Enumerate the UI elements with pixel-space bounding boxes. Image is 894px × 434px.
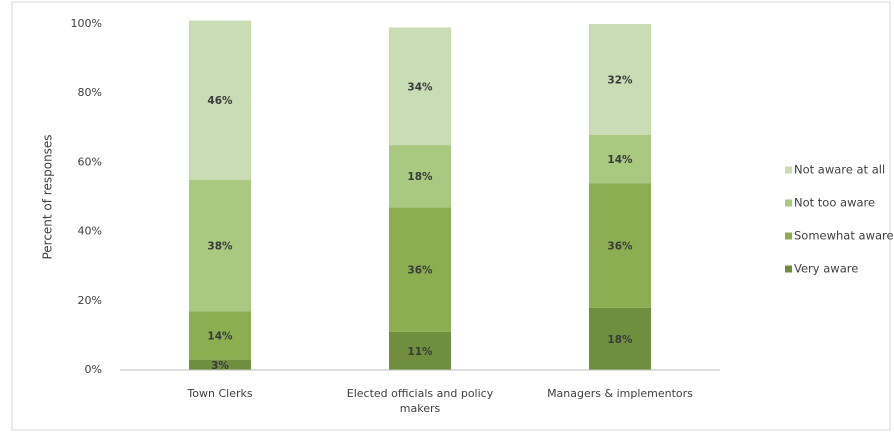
- bar-segment: [189, 359, 251, 370]
- bar-segment: [389, 145, 451, 208]
- data-label: 14%: [607, 154, 633, 166]
- y-tick-label: 60%: [78, 155, 102, 168]
- data-label: 11%: [407, 346, 433, 358]
- legend-label: Somewhat aware: [794, 229, 894, 243]
- legend-swatch: [785, 265, 792, 273]
- bar-segment: [589, 307, 651, 370]
- x-tick-label: Managers & implementors: [547, 387, 693, 400]
- y-tick-label: 100%: [71, 17, 102, 30]
- data-label: 3%: [211, 360, 229, 372]
- legend-swatch: [785, 232, 792, 240]
- data-label: 18%: [407, 171, 433, 183]
- bar-segment: [189, 179, 251, 312]
- bar-segment: [389, 207, 451, 332]
- y-tick-label: 80%: [78, 86, 102, 99]
- bar-segment: [589, 24, 651, 135]
- data-label: 32%: [607, 74, 633, 86]
- data-label: 38%: [207, 240, 233, 252]
- legend-swatch: [785, 166, 792, 174]
- x-tick-label: Elected officials and policy makers: [346, 387, 494, 415]
- y-axis-label: Percent of responses: [41, 134, 55, 259]
- legend-swatch: [785, 199, 792, 207]
- x-tick-label: Town Clerks: [187, 387, 253, 400]
- chart-border: [11, 1, 891, 431]
- data-label: 18%: [607, 334, 633, 346]
- bar-segment: [389, 331, 451, 370]
- legend-label: Very aware: [794, 262, 858, 276]
- legend-label: Not too aware: [794, 196, 875, 210]
- data-label: 36%: [607, 240, 633, 252]
- bar-segment: [389, 27, 451, 146]
- bar-segment: [589, 183, 651, 308]
- data-label: 14%: [207, 330, 233, 342]
- data-label: 36%: [407, 265, 433, 277]
- legend-label: Not aware at all: [794, 163, 885, 177]
- data-label: 34%: [407, 81, 433, 93]
- y-tick-label: 20%: [78, 294, 102, 307]
- bar-segment: [189, 311, 251, 360]
- y-tick-label: 0%: [85, 363, 102, 376]
- data-label: 46%: [207, 95, 233, 107]
- bar-segment: [189, 20, 251, 180]
- y-tick-label: 40%: [78, 225, 102, 238]
- bar-segment: [589, 134, 651, 184]
